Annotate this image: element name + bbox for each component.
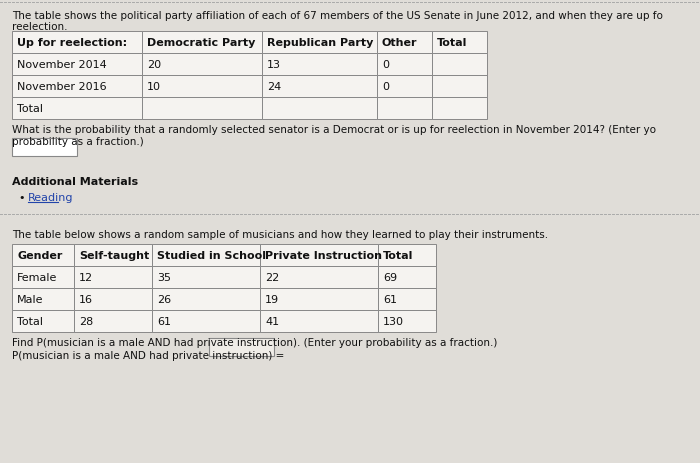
Text: 61: 61 [383,294,397,304]
Text: Total: Total [383,250,414,260]
Text: 28: 28 [79,316,93,326]
Text: 69: 69 [383,272,397,282]
Text: 16: 16 [79,294,93,304]
Text: 13: 13 [267,60,281,70]
Bar [12,98,142,120]
Bar [12,266,74,288]
Bar [260,288,378,310]
Bar [378,266,436,288]
Text: Up for reelection:: Up for reelection: [17,38,127,48]
Text: 24: 24 [267,82,281,92]
Bar [142,76,262,98]
Bar [432,98,487,120]
Text: 22: 22 [265,272,279,282]
Bar [262,32,377,54]
Bar [432,54,487,76]
Bar [432,76,487,98]
Bar [377,32,432,54]
Bar [142,32,262,54]
Text: 12: 12 [79,272,93,282]
Bar [209,338,274,356]
Text: Other: Other [382,38,417,48]
Bar [74,288,152,310]
Text: 61: 61 [157,316,171,326]
Text: 0: 0 [382,82,389,92]
Bar [378,288,436,310]
Bar [152,266,260,288]
Bar [74,266,152,288]
Text: 19: 19 [265,294,279,304]
Text: Male: Male [17,294,43,304]
Bar [12,32,142,54]
Bar [74,310,152,332]
Text: Total: Total [437,38,468,48]
Text: 20: 20 [147,60,161,70]
Bar [378,244,436,266]
Text: •: • [18,193,25,203]
Text: The table below shows a random sample of musicians and how they learned to play : The table below shows a random sample of… [12,230,548,239]
Bar [262,98,377,120]
Text: 35: 35 [157,272,171,282]
Text: Find P(musician is a male AND had private instruction). (Enter your probability : Find P(musician is a male AND had privat… [12,337,498,347]
Bar [262,54,377,76]
Bar [152,310,260,332]
Bar [152,288,260,310]
Text: Additional Materials: Additional Materials [12,176,138,187]
Text: November 2016: November 2016 [17,82,106,92]
Bar [152,244,260,266]
Bar [142,98,262,120]
Text: Total: Total [17,316,43,326]
Bar [74,244,152,266]
Bar [260,266,378,288]
Bar [377,76,432,98]
Text: The table shows the political party affiliation of each of 67 members of the US : The table shows the political party affi… [12,11,663,21]
Bar [12,288,74,310]
Text: November 2014: November 2014 [17,60,106,70]
Bar [12,244,74,266]
Text: What is the probability that a randomly selected senator is a Democrat or is up : What is the probability that a randomly … [12,125,656,135]
Bar [12,310,74,332]
Bar [262,76,377,98]
Bar [260,310,378,332]
Text: Total: Total [17,104,43,114]
Text: Democratic Party: Democratic Party [147,38,256,48]
Text: reelection.: reelection. [12,22,67,32]
Text: Self-taught: Self-taught [79,250,149,260]
Text: 41: 41 [265,316,279,326]
Bar [260,244,378,266]
Bar [142,54,262,76]
Bar [12,76,142,98]
Bar [377,54,432,76]
Text: 26: 26 [157,294,171,304]
Text: Studied in School: Studied in School [157,250,266,260]
Text: Gender: Gender [17,250,62,260]
Text: Female: Female [17,272,57,282]
Text: P(musician is a male AND had private instruction) =: P(musician is a male AND had private ins… [12,350,284,360]
Text: 10: 10 [147,82,161,92]
Text: 130: 130 [383,316,404,326]
Bar [378,310,436,332]
Text: probability as a fraction.): probability as a fraction.) [12,137,144,147]
Text: Reading: Reading [28,193,74,203]
Text: Private Instruction: Private Instruction [265,250,382,260]
Bar [377,98,432,120]
Bar [432,32,487,54]
Bar [12,54,142,76]
Text: 0: 0 [382,60,389,70]
Text: Republican Party: Republican Party [267,38,373,48]
Bar [12,139,77,156]
